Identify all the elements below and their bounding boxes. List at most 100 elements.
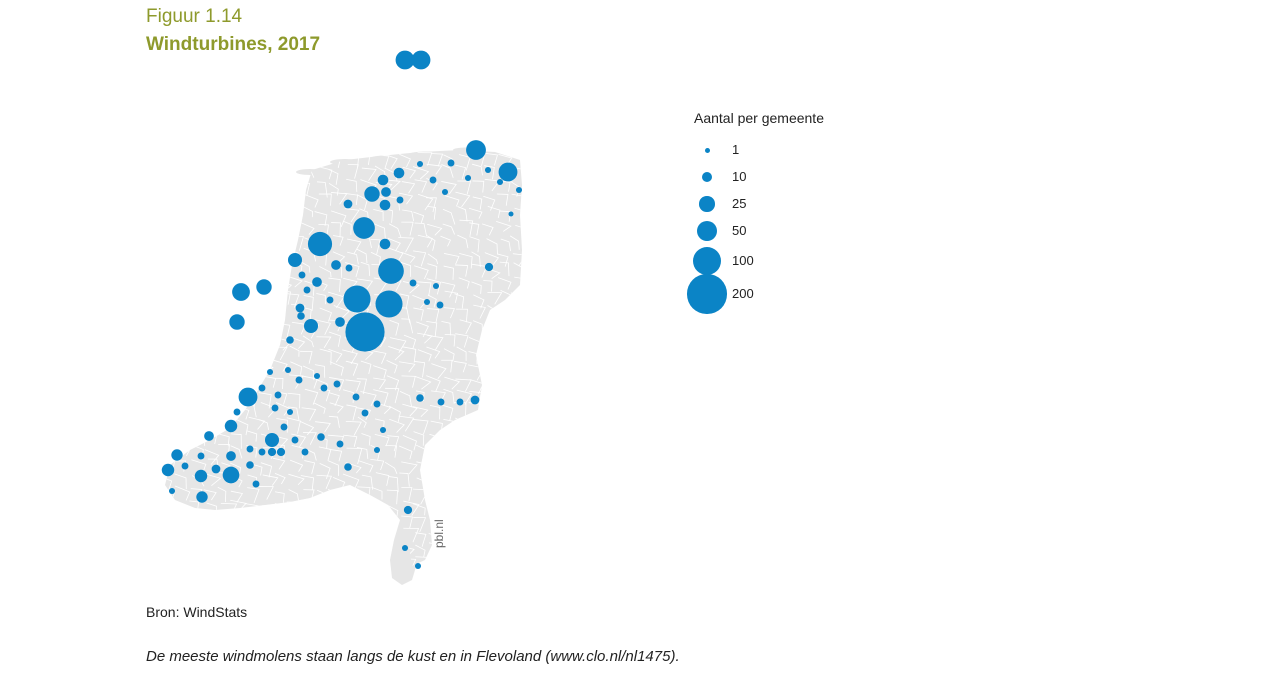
municipality-border: [179, 295, 191, 309]
municipality-border: [206, 249, 218, 262]
turbine-bubble: [432, 282, 440, 290]
municipality-border: [356, 194, 368, 211]
municipality-border: [315, 544, 332, 558]
turbine-bubble: [375, 290, 403, 318]
municipality-border: [357, 486, 371, 498]
municipality-border: [300, 559, 312, 566]
municipality-border: [529, 406, 545, 417]
turbine-bubble: [515, 186, 523, 194]
municipality-border: [514, 336, 522, 350]
municipality-border: [515, 224, 522, 238]
municipality-border: [402, 435, 417, 451]
turbine-bubble: [320, 384, 328, 392]
municipality-border: [370, 559, 380, 566]
municipality-border: [179, 180, 189, 196]
municipality-border: [361, 167, 377, 181]
municipality-border: [261, 150, 274, 165]
municipality-border: [192, 417, 205, 434]
municipality-border: [442, 434, 459, 452]
municipality-border: [218, 589, 230, 600]
municipality-border: [304, 460, 316, 475]
municipality-border: [165, 500, 171, 515]
municipality-border: [329, 448, 343, 462]
municipality-border: [229, 462, 242, 474]
municipality-border: [443, 265, 454, 280]
turbine-bubble: [224, 419, 238, 433]
legend-label: 50: [732, 223, 747, 238]
municipality-border: [204, 154, 219, 166]
turbine-bubble: [379, 426, 387, 434]
municipality-border: [427, 561, 439, 566]
municipality-border: [192, 574, 202, 589]
municipality-border: [527, 543, 538, 554]
turbine-bubble: [344, 463, 352, 471]
municipality-border: [356, 407, 372, 421]
municipality-border: [441, 181, 457, 195]
municipality-border: [402, 346, 417, 363]
municipality-border: [498, 277, 512, 290]
municipality-border: [233, 164, 245, 177]
municipality-border: [220, 331, 236, 344]
municipality-border: [486, 474, 503, 487]
municipality-border: [483, 195, 496, 211]
municipality-border: [509, 235, 520, 250]
municipality-border: [244, 542, 257, 559]
municipality-border: [454, 360, 467, 373]
municipality-border: [165, 476, 173, 493]
municipality-border: [427, 263, 438, 280]
municipality-border: [165, 389, 177, 404]
municipality-border: [165, 561, 178, 566]
land-area: [165, 147, 522, 585]
municipality-border: [371, 528, 384, 544]
turbine-bubble: [343, 199, 353, 209]
municipality-border: [510, 504, 522, 517]
municipality-border: [291, 433, 307, 448]
municipality-border: [388, 405, 401, 422]
municipality-border: [345, 490, 359, 507]
municipality-border: [387, 237, 401, 252]
municipality-border: [356, 278, 374, 292]
municipality-border: [455, 574, 468, 585]
municipality-border: [486, 586, 495, 599]
municipality-border: [260, 192, 275, 207]
turbine-bubble: [466, 140, 486, 160]
municipality-border: [511, 305, 522, 317]
municipality-border: [247, 487, 260, 504]
legend-dot: [699, 196, 715, 212]
municipality-border: [274, 169, 287, 180]
municipality-border: [245, 219, 261, 235]
municipality-border: [177, 505, 188, 516]
municipality-border: [442, 558, 459, 566]
turbine-bubble: [246, 445, 254, 453]
municipality-border: [165, 415, 174, 428]
municipality-border: [262, 221, 279, 237]
municipality-border: [273, 377, 284, 390]
municipality-border: [231, 433, 242, 449]
turbine-bubble: [464, 174, 472, 182]
municipality-border: [500, 444, 512, 457]
municipality-border: [332, 235, 344, 246]
municipality-border: [514, 363, 522, 379]
municipality-border: [427, 446, 442, 460]
municipality-border: [483, 532, 496, 547]
turbine-bubble: [274, 391, 282, 399]
municipality-border: [497, 585, 512, 597]
municipality-border: [483, 572, 494, 583]
municipality-border: [361, 556, 371, 566]
municipality-border: [401, 318, 414, 334]
municipality-border: [529, 307, 544, 320]
municipality-border: [426, 321, 438, 338]
turbine-bubble: [361, 409, 369, 417]
municipality-border: [276, 418, 288, 433]
municipality-border: [220, 280, 234, 291]
municipality-border: [486, 457, 498, 472]
municipality-border: [342, 473, 360, 491]
municipality-border: [440, 235, 452, 247]
municipality-border: [345, 502, 361, 516]
municipality-border: [499, 401, 515, 417]
municipality-border: [497, 253, 509, 267]
municipality-border: [344, 208, 360, 223]
municipality-border: [482, 223, 494, 236]
municipality-border: [530, 380, 540, 393]
municipality-border: [389, 337, 407, 354]
